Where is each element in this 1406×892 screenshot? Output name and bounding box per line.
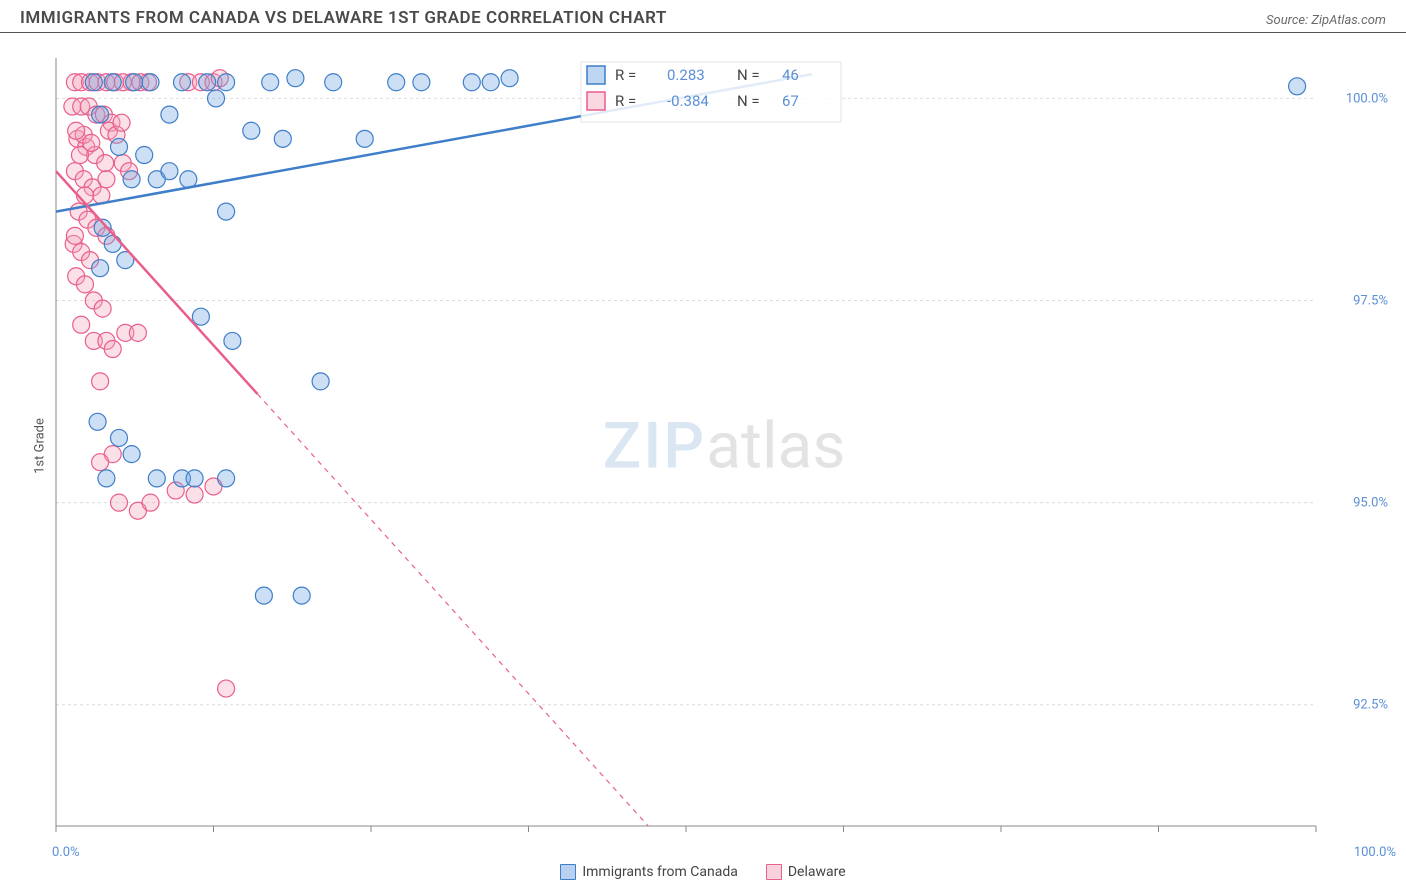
scatter-point	[104, 235, 121, 252]
legend-label: Delaware	[788, 864, 846, 880]
x-axis-max-label: 100.0%	[1354, 845, 1396, 860]
scatter-point	[218, 203, 235, 220]
scatter-point	[148, 470, 165, 487]
scatter-point	[94, 300, 111, 317]
scatter-point	[1289, 78, 1306, 95]
scatter-point	[98, 470, 115, 487]
legend-n-label: N =	[737, 66, 760, 84]
scatter-point	[126, 74, 143, 91]
scatter-point	[123, 171, 140, 188]
scatter-point	[224, 332, 241, 349]
scatter-point	[98, 171, 115, 188]
scatter-point	[66, 227, 83, 244]
scatter-point	[104, 74, 121, 91]
scatter-point	[92, 373, 109, 390]
scatter-point	[85, 74, 102, 91]
scatter-point	[262, 74, 279, 91]
scatter-point	[388, 74, 405, 91]
scatter-point	[255, 587, 272, 604]
x-axis-min-label: 0.0%	[52, 845, 80, 860]
scatter-point	[218, 680, 235, 697]
chart-area: 92.5% 95.0% 97.5% 100.0% R = 0.283 N = 46 R = -0.…	[52, 50, 1396, 842]
scatter-point	[97, 155, 114, 172]
y-axis-label: 1st Grade	[32, 418, 47, 474]
bottom-legend: Immigrants from Canada Delaware	[0, 864, 1406, 880]
scatter-point	[76, 276, 93, 293]
scatter-point	[89, 413, 106, 430]
scatter-point	[208, 90, 225, 107]
svg-text:100.0%: 100.0%	[1346, 91, 1388, 106]
legend-label: Immigrants from Canada	[582, 864, 738, 880]
chart-source: Source: ZipAtlas.com	[1266, 13, 1386, 28]
legend-r-label: R =	[615, 66, 636, 84]
chart-header: IMMIGRANTS FROM CANADA VS DELAWARE 1ST G…	[0, 0, 1406, 33]
legend-item: Immigrants from Canada	[560, 864, 738, 880]
scatter-point	[501, 70, 518, 87]
scatter-point	[293, 587, 310, 604]
legend-n-value: 46	[782, 66, 799, 84]
scatter-point	[482, 74, 499, 91]
scatter-point	[111, 429, 128, 446]
scatter-point	[104, 341, 121, 358]
svg-text:95.0%: 95.0%	[1353, 496, 1388, 511]
scatter-point	[111, 138, 128, 155]
scatter-point	[218, 470, 235, 487]
scatter-point	[218, 74, 235, 91]
scatter-point	[92, 106, 109, 123]
svg-text:92.5%: 92.5%	[1353, 698, 1388, 713]
legend-swatch	[560, 864, 576, 880]
scatter-point	[92, 260, 109, 277]
trend-line-dash	[258, 394, 649, 826]
x-axis-labels: 0.0% 100.0%	[52, 845, 1396, 860]
legend-item: Delaware	[766, 864, 846, 880]
scatter-point	[174, 74, 191, 91]
legend-swatch	[587, 92, 605, 110]
chart-title: IMMIGRANTS FROM CANADA VS DELAWARE 1ST G…	[20, 8, 667, 28]
scatter-chart-svg: 92.5% 95.0% 97.5% 100.0% R = 0.283 N = 46 R = -0.…	[52, 50, 1396, 842]
scatter-point	[73, 316, 90, 333]
scatter-point	[312, 373, 329, 390]
scatter-point	[186, 486, 203, 503]
correlation-legend: R = 0.283 N = 46 R = -0.384 N = 67	[581, 62, 841, 122]
scatter-point	[71, 147, 88, 164]
scatter-point	[68, 122, 85, 139]
legend-swatch	[766, 864, 782, 880]
scatter-point	[92, 454, 109, 471]
legend-r-value: -0.384	[667, 92, 709, 110]
legend-r-value: 0.283	[667, 66, 705, 84]
scatter-point	[243, 122, 260, 139]
scatter-point	[287, 70, 304, 87]
legend-n-value: 67	[782, 92, 799, 110]
scatter-point	[192, 308, 209, 325]
scatter-point	[199, 74, 216, 91]
legend-r-label: R =	[615, 92, 636, 110]
scatter-point	[161, 163, 178, 180]
scatter-point	[111, 494, 128, 511]
legend-n-label: N =	[737, 92, 760, 110]
scatter-point	[142, 494, 159, 511]
scatter-point	[113, 114, 130, 131]
scatter-point	[186, 470, 203, 487]
scatter-point	[413, 74, 430, 91]
scatter-point	[325, 74, 342, 91]
scatter-point	[129, 324, 146, 341]
scatter-point	[161, 106, 178, 123]
scatter-point	[123, 446, 140, 463]
scatter-point	[142, 74, 159, 91]
svg-text:97.5%: 97.5%	[1353, 294, 1388, 309]
scatter-point	[274, 130, 291, 147]
scatter-point	[356, 130, 373, 147]
scatter-point	[463, 74, 480, 91]
legend-swatch	[587, 66, 605, 84]
scatter-point	[136, 147, 153, 164]
